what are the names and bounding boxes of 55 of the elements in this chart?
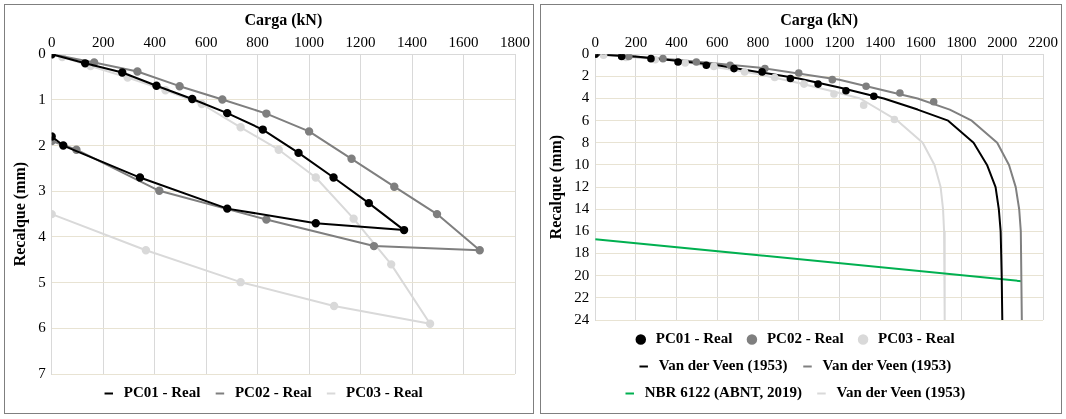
- y-tick-label: 6: [581, 111, 590, 128]
- y-tick-label: 18: [574, 244, 590, 261]
- y-tick-label: 0: [38, 45, 46, 62]
- x-tick-label: 800: [246, 34, 269, 51]
- y-axis-title: Recalque (mm): [10, 161, 29, 267]
- y-tick-label: 16: [574, 222, 590, 239]
- y-tick-label: 20: [574, 266, 590, 283]
- legend-label: PC02 - Real: [766, 330, 844, 347]
- x-tick-label: 400: [143, 34, 166, 51]
- y-tick-label: 4: [581, 89, 590, 106]
- y-tick-label: 2: [38, 136, 46, 153]
- y-tick-label: 0: [581, 45, 590, 62]
- y-tick-label: 4: [38, 227, 47, 244]
- y-tick-label: 14: [574, 200, 590, 217]
- x-tick-label: 1800: [946, 34, 977, 51]
- y-tick-label: 10: [574, 155, 590, 172]
- y-tick-label: 12: [574, 178, 590, 195]
- legend-label: Van der Veen (1953): [822, 357, 952, 375]
- x-tick-label: 2000: [987, 34, 1018, 51]
- x-tick-label: 200: [624, 34, 648, 51]
- x-tick-label: 200: [91, 34, 115, 51]
- legend-label: PC03 - Real: [878, 330, 955, 347]
- y-tick-label: 7: [38, 364, 47, 381]
- legend-label: PC02 - Real: [234, 384, 312, 401]
- x-tick-label: 1200: [824, 34, 855, 51]
- legend-label: PC01 - Real: [123, 384, 201, 401]
- y-tick-label: 3: [38, 182, 46, 199]
- y-tick-label: 2: [581, 67, 590, 84]
- y-tick-label: 22: [574, 288, 590, 305]
- x-tick-label: 1400: [397, 34, 428, 51]
- y-tick-label: 6: [38, 319, 47, 336]
- legend-label: PC03 - Real: [346, 384, 423, 401]
- legend-label: NBR 6122 (ABNT, 2019): [644, 384, 802, 402]
- x-tick-label: 1600: [905, 34, 936, 51]
- x-axis-title: Carga (kN): [244, 10, 323, 29]
- x-tick-label: 1000: [783, 34, 814, 51]
- x-tick-label: 1600: [448, 34, 479, 51]
- x-axis-title: Carga (kN): [780, 10, 858, 29]
- y-tick-label: 24: [574, 310, 590, 327]
- x-tick-label: 600: [194, 34, 218, 51]
- y-tick-label: 8: [581, 133, 590, 150]
- legend-label: Van der Veen (1953): [658, 357, 788, 375]
- x-tick-label: 400: [665, 34, 688, 51]
- x-tick-label: 1800: [500, 34, 530, 51]
- legend-label: Van der Veen (1953): [836, 384, 966, 402]
- x-tick-label: 1000: [294, 34, 325, 51]
- y-axis-title: Recalque (mm): [546, 134, 565, 240]
- x-tick-label: 1200: [345, 34, 376, 51]
- legend-label: PC01 - Real: [655, 330, 733, 347]
- x-tick-label: 1400: [865, 34, 896, 51]
- x-tick-label: 600: [706, 34, 729, 51]
- y-tick-label: 5: [38, 273, 46, 290]
- y-tick-label: 1: [38, 90, 46, 107]
- x-tick-label: 800: [746, 34, 770, 51]
- x-tick-label: 2200: [1028, 34, 1058, 51]
